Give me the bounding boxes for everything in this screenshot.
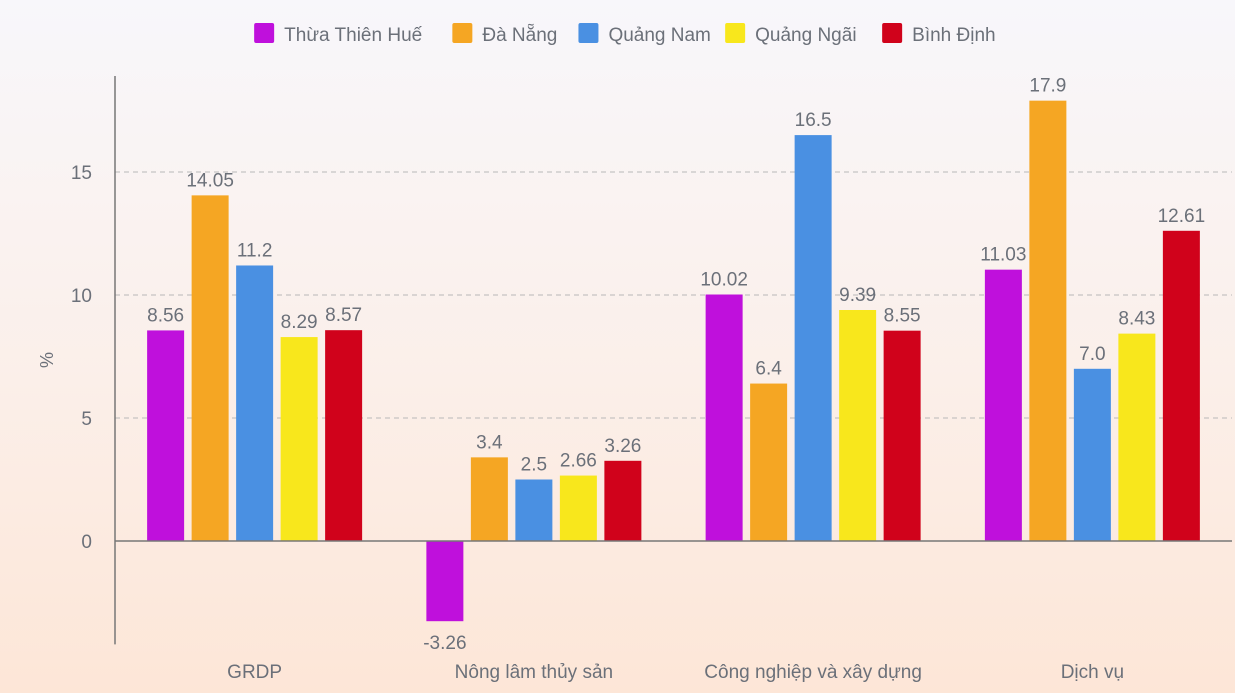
x-tick-label: Nông lâm thủy sản [455, 662, 613, 683]
bar [794, 135, 832, 541]
bar [984, 269, 1022, 541]
data-label: 9.39 [839, 285, 876, 306]
legend-swatch [254, 23, 275, 43]
y-tick-label: 15 [71, 163, 92, 184]
y-axis-label: % [37, 352, 57, 368]
legend-item: Quảng Ngãi [725, 23, 857, 46]
legend-swatch [882, 23, 903, 43]
bar [705, 294, 743, 541]
legend-item: Đà Nẵng [452, 23, 557, 46]
bar [426, 541, 464, 622]
axes: 0 5 10 15 GRDP Nông lâm thủy sản Công nghiệp v… [71, 76, 1232, 683]
bar [1118, 333, 1156, 541]
legend-label: Thừa Thiên Huế [284, 25, 422, 46]
data-label: 7.0 [1079, 344, 1105, 365]
bar [325, 330, 363, 541]
bar [559, 475, 597, 541]
data-label: 8.57 [325, 305, 362, 326]
legend-swatch [725, 23, 746, 43]
legend-swatch [578, 23, 599, 43]
bar [236, 265, 274, 541]
bar [1073, 368, 1111, 541]
bar [147, 330, 185, 541]
bar [191, 195, 229, 541]
bar [1029, 100, 1067, 541]
bar [839, 310, 877, 541]
data-label: 6.4 [755, 359, 782, 380]
legend-label: Quảng Nam [608, 25, 710, 46]
y-tick-label: 10 [71, 286, 92, 307]
legend-item: Thừa Thiên Huế [254, 23, 423, 46]
legend-label: Bình Định [912, 25, 995, 46]
data-label: 2.5 [521, 455, 547, 476]
bar [470, 457, 508, 541]
data-label: 8.29 [281, 312, 318, 333]
x-tick-label: Công nghiệp và xây dựng [704, 662, 922, 683]
legend-item: Bình Định [882, 23, 996, 46]
data-label: 14.05 [186, 170, 234, 191]
data-label: -3.26 [423, 633, 466, 654]
legend: Thừa Thiên Huế Đà Nẵng Quảng Nam Quảng Ngãi… [254, 23, 996, 46]
data-label: 8.55 [884, 306, 921, 327]
data-label: 11.2 [237, 240, 273, 261]
data-label: 11.03 [980, 245, 1026, 266]
data-label: 3.26 [604, 436, 641, 457]
x-tick-label: Dịch vụ [1061, 662, 1124, 683]
legend-swatch [452, 23, 473, 43]
data-label: 8.56 [147, 305, 184, 326]
legend-item: Quảng Nam [578, 23, 711, 46]
bar [604, 460, 642, 541]
bar [883, 330, 921, 541]
data-label: 12.61 [1158, 206, 1206, 227]
legend-label: Đà Nẵng [482, 25, 557, 46]
bars: 8.56 14.05 11.2 8.29 8.57 -3.26 3.4 2.5 2.66 3.26… [147, 76, 1206, 654]
bar [750, 383, 788, 541]
bar [1162, 230, 1200, 541]
bar [515, 479, 553, 541]
data-label: 2.66 [560, 451, 597, 472]
legend-label: Quảng Ngãi [755, 25, 856, 46]
data-label: 10.02 [700, 270, 748, 291]
y-tick-label: 0 [81, 532, 92, 553]
data-label: 16.5 [795, 110, 832, 131]
x-tick-label: GRDP [227, 662, 282, 683]
data-label: 8.43 [1118, 309, 1155, 330]
bar [280, 337, 318, 541]
y-tick-label: 5 [81, 409, 92, 430]
data-label: 3.4 [476, 432, 503, 453]
data-label: 17.9 [1029, 76, 1066, 97]
